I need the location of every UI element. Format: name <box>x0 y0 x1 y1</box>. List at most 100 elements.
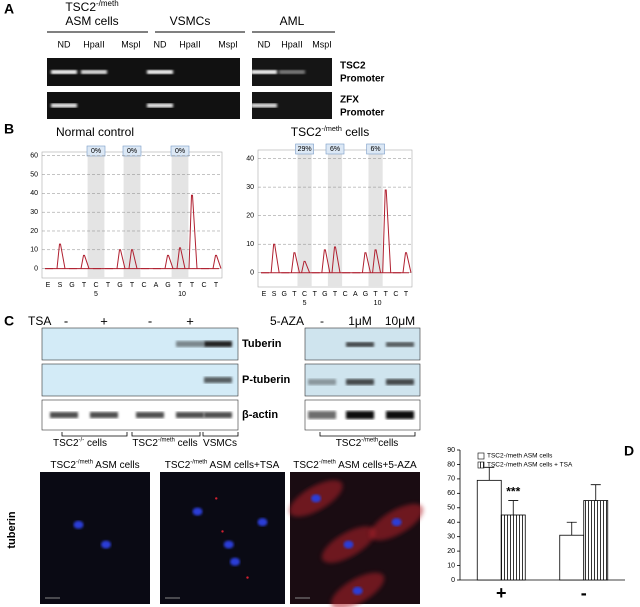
image-caption: TSC2-/meth ASM cells <box>50 459 139 471</box>
bracket <box>61 432 128 437</box>
nucleus <box>352 586 363 595</box>
cell-stain <box>221 530 224 533</box>
lane-label: HpaII <box>281 39 303 49</box>
lane-label: 1μM <box>348 314 372 328</box>
dispensation-label: G <box>165 282 170 289</box>
label-superscript: -/meth <box>76 459 93 465</box>
lane-label: HpaII <box>83 39 105 49</box>
label-rest: ASM cells+5-AZA <box>336 460 417 471</box>
label-rest: ASM cells <box>93 460 140 471</box>
lane-label: + <box>186 313 194 328</box>
gel-band <box>51 70 77 74</box>
blot-band <box>204 377 232 383</box>
cell-stain <box>215 497 218 500</box>
row-label: Promoter <box>340 108 385 119</box>
y-tick-label: 80 <box>447 461 455 468</box>
position-label: 5 <box>303 300 307 307</box>
dispensation-label: A <box>154 282 159 289</box>
peak <box>321 249 331 273</box>
blot-label: β-actin <box>242 409 278 421</box>
panel-letter: B <box>4 121 14 137</box>
percent-label: 0% <box>175 148 185 155</box>
label-base: TSC2 <box>65 0 96 14</box>
label-rest: cells <box>175 438 198 449</box>
y-tick-label: 0 <box>34 265 38 272</box>
group-label: TSC2-/methcells <box>336 437 399 449</box>
dispensation-label: C <box>201 282 206 289</box>
legend-swatch <box>477 461 485 469</box>
panel-letter: C <box>4 313 14 329</box>
y-tick-label: 50 <box>447 505 455 512</box>
treatment-label: TSA <box>28 314 51 328</box>
highlight-band <box>123 152 141 278</box>
label-rest: cells <box>378 438 398 449</box>
peak <box>56 243 66 269</box>
blot-band <box>346 342 374 347</box>
y-tick-label: 10 <box>30 247 38 254</box>
nucleus <box>101 540 111 549</box>
position-label: 5 <box>94 291 98 298</box>
legend-swatch <box>477 452 485 460</box>
micrograph <box>40 472 150 604</box>
dispensation-label: S <box>58 282 63 289</box>
significance-label: *** <box>506 485 520 499</box>
label-superscript: -/- <box>79 437 85 443</box>
blot-band <box>308 379 336 385</box>
y-tick-label: 90 <box>447 447 455 454</box>
y-tick-label: 30 <box>246 184 254 191</box>
bar <box>476 479 502 581</box>
peak <box>290 252 300 273</box>
dispensation-label: T <box>190 282 195 289</box>
bracket <box>131 432 201 437</box>
dispensation-label: S <box>272 291 277 298</box>
peak <box>301 260 311 273</box>
blot-label: P-tuberin <box>242 374 291 386</box>
blot-band <box>308 411 336 419</box>
percent-label: 6% <box>371 146 381 153</box>
dispensation-label: T <box>106 282 111 289</box>
label-superscript: -/meth <box>319 459 336 465</box>
panel-letter: A <box>4 1 14 17</box>
dispensation-label: C <box>93 282 98 289</box>
error-bar <box>484 466 495 481</box>
nucleus <box>311 494 321 503</box>
label-base: TSC2 <box>293 460 319 471</box>
y-tick-label: 20 <box>30 228 38 235</box>
dispensation-label: C <box>141 282 146 289</box>
dispensation-label: G <box>69 282 74 289</box>
error-bar <box>566 521 577 536</box>
peak <box>212 254 222 269</box>
percent-box <box>295 143 314 155</box>
nucleus <box>343 540 354 549</box>
blot-band <box>386 342 414 347</box>
dispensation-label: A <box>353 291 358 298</box>
blot-band <box>176 341 204 347</box>
lane-label: - <box>64 313 68 328</box>
dispensation-label: T <box>404 291 409 298</box>
nucleus <box>73 520 84 529</box>
dispensation-label: T <box>313 291 318 298</box>
peak <box>176 247 186 269</box>
nucleus <box>230 557 240 566</box>
y-tick-label: 10 <box>246 241 254 248</box>
lane-label: ND <box>154 39 167 49</box>
label-base: TSC2 <box>165 460 191 471</box>
label-base: TSC2 <box>291 125 322 139</box>
percent-label: 0% <box>91 148 101 155</box>
blot-band <box>50 412 78 418</box>
row-label: TSC2 <box>340 61 366 72</box>
gel-band <box>81 70 107 74</box>
y-tick-label: 40 <box>246 155 254 162</box>
percent-box <box>325 143 345 155</box>
lane-label: MspI <box>121 39 141 49</box>
blot-band <box>204 341 232 347</box>
gel-band <box>147 70 173 74</box>
lane-label: - <box>320 314 324 328</box>
dispensation-label: T <box>333 291 338 298</box>
blot-band <box>386 411 414 419</box>
bracket <box>202 432 239 437</box>
lane-label: MspI <box>218 39 238 49</box>
highlight-band <box>368 150 383 287</box>
highlight-band <box>297 150 312 287</box>
y-tick-label: 60 <box>447 490 455 497</box>
